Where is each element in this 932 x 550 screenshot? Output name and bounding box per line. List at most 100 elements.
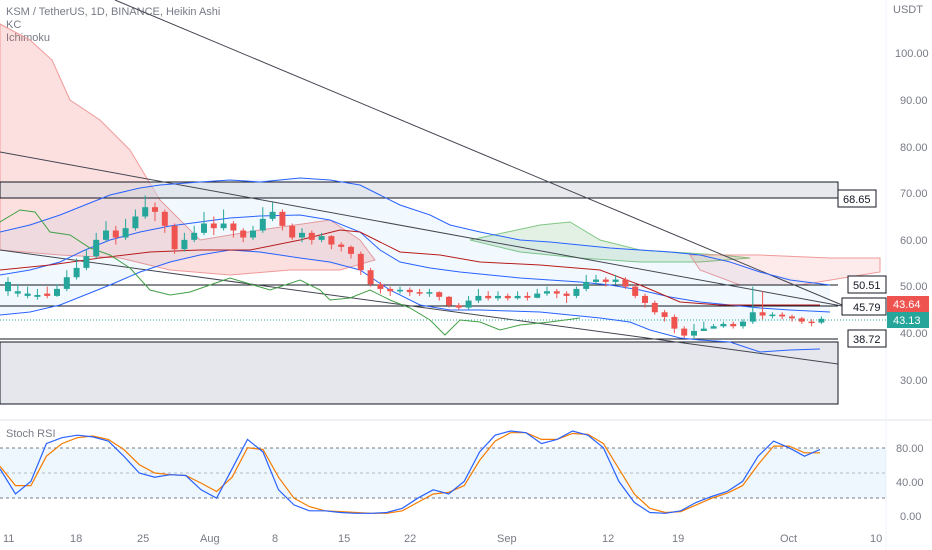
candle-up — [269, 211, 276, 219]
candle-series — [5, 195, 825, 338]
candle-down — [338, 244, 345, 247]
last-price-green-tag: 43.13 — [887, 312, 929, 328]
level-tag-text: 50.51 — [853, 280, 881, 292]
rsi-tick: 40.00 — [896, 477, 924, 489]
ichimoku-cloud-bullish — [469, 221, 751, 263]
time-label: Aug — [200, 533, 220, 545]
candle-up — [700, 328, 707, 331]
time-label: 19 — [672, 533, 684, 545]
candle-down — [808, 321, 815, 324]
candle-up — [740, 321, 746, 327]
level-tag-50[interactable]: 50.51 — [847, 275, 887, 294]
candle-up — [426, 292, 433, 294]
candle-down — [779, 314, 786, 317]
trendline-middle[interactable] — [0, 151, 843, 307]
trendline-upper[interactable] — [114, 0, 843, 306]
candle-up — [720, 323, 727, 327]
candle-down — [563, 293, 570, 296]
candle-down — [485, 295, 492, 299]
candle-up — [24, 293, 31, 296]
time-label: Oct — [780, 533, 797, 545]
candle-up — [573, 288, 580, 296]
candle-up — [83, 256, 90, 268]
rsi-tick: 80.00 — [896, 443, 924, 455]
price-tick: 80.00 — [900, 142, 928, 154]
indicator-ichimoku-label: Ichimoku — [6, 32, 51, 44]
candle-up — [14, 291, 21, 294]
ichimoku-base-line — [0, 229, 820, 306]
candle-down — [504, 295, 511, 299]
trendline-lower[interactable] — [0, 249, 839, 365]
candle-down — [730, 323, 737, 327]
rsi-tick: 0.00 — [900, 511, 921, 523]
indicator-kc-label: KC — [6, 19, 22, 31]
level-tag-45[interactable]: 45.79 — [841, 297, 887, 316]
time-label: 25 — [137, 533, 149, 545]
candle-down — [171, 225, 178, 250]
time-label: 12 — [602, 533, 614, 545]
candle-up — [583, 281, 590, 289]
stoch-rsi-d-line — [0, 432, 820, 514]
stoch-rsi-axis[interactable]: 80.00 40.00 0.00 — [896, 443, 924, 523]
candle-down — [553, 291, 560, 294]
candle-down — [210, 223, 217, 229]
candle-down — [789, 316, 795, 319]
ichimoku-lagging-span — [0, 209, 581, 336]
ichimoku-cloud-bearish-future — [689, 254, 881, 286]
candle-up — [181, 239, 188, 250]
candle-up — [691, 330, 697, 336]
candle-down — [602, 279, 609, 282]
time-label: 11 — [3, 533, 14, 545]
time-label: 15 — [338, 533, 350, 545]
candle-down — [387, 288, 394, 292]
time-label: 8 — [272, 533, 278, 545]
time-axis[interactable]: 11 18 25 Aug 8 15 22 Sep 12 19 Oct 10 — [3, 533, 882, 545]
candle-up — [612, 279, 619, 282]
candle-up — [54, 288, 60, 296]
candle-up — [132, 216, 139, 229]
candle-down — [642, 295, 648, 303]
candle-up — [142, 207, 149, 217]
last-price-red-tag: 43.64 — [887, 296, 929, 312]
candle-down — [240, 230, 247, 238]
stoch-rsi-title: Stoch RSI — [6, 428, 56, 440]
candle-up — [34, 294, 41, 297]
time-label: Sep — [497, 533, 517, 545]
candle-down — [308, 232, 315, 240]
price-tick: 30.00 — [900, 375, 928, 387]
candle-up — [250, 230, 256, 238]
price-axis[interactable]: 100.00 90.00 80.00 70.00 60.00 50.00 40.… — [895, 48, 929, 387]
last-price-green-text: 43.13 — [893, 315, 921, 327]
resistance-zone[interactable] — [0, 181, 839, 199]
price-tick: 100.00 — [895, 48, 929, 60]
support-zone[interactable] — [0, 341, 839, 405]
chart-legend: KSM / TetherUS, 1D, BINANCE, Heikin Ashi… — [6, 6, 220, 45]
candle-up — [201, 223, 207, 233]
candle-down — [455, 305, 462, 308]
candle-down — [328, 236, 335, 245]
candle-up — [122, 228, 129, 238]
kc-lower-line — [0, 249, 821, 353]
candle-down — [436, 292, 443, 297]
level-tag-38[interactable]: 38.72 — [847, 329, 887, 348]
level-tag-68[interactable]: 68.65 — [837, 189, 877, 208]
candle-up — [93, 239, 100, 257]
candle-down — [357, 253, 364, 271]
stoch-rsi-k-line — [0, 430, 821, 514]
time-label: 22 — [404, 533, 416, 545]
candle-up — [495, 295, 501, 299]
candle-down — [622, 279, 629, 287]
keltner-channel-fill — [0, 178, 830, 332]
candle-down — [161, 211, 168, 226]
candle-up — [544, 291, 550, 294]
candle-up — [259, 218, 266, 231]
price-tick: 50.00 — [900, 281, 928, 293]
candle-down — [230, 223, 237, 231]
candle-down — [671, 316, 678, 329]
candle-up — [191, 232, 198, 240]
level-tag-text: 38.72 — [853, 334, 881, 346]
kc-upper-line — [0, 177, 831, 286]
price-axis-unit: USDT — [893, 4, 923, 16]
candle-up — [465, 300, 472, 308]
